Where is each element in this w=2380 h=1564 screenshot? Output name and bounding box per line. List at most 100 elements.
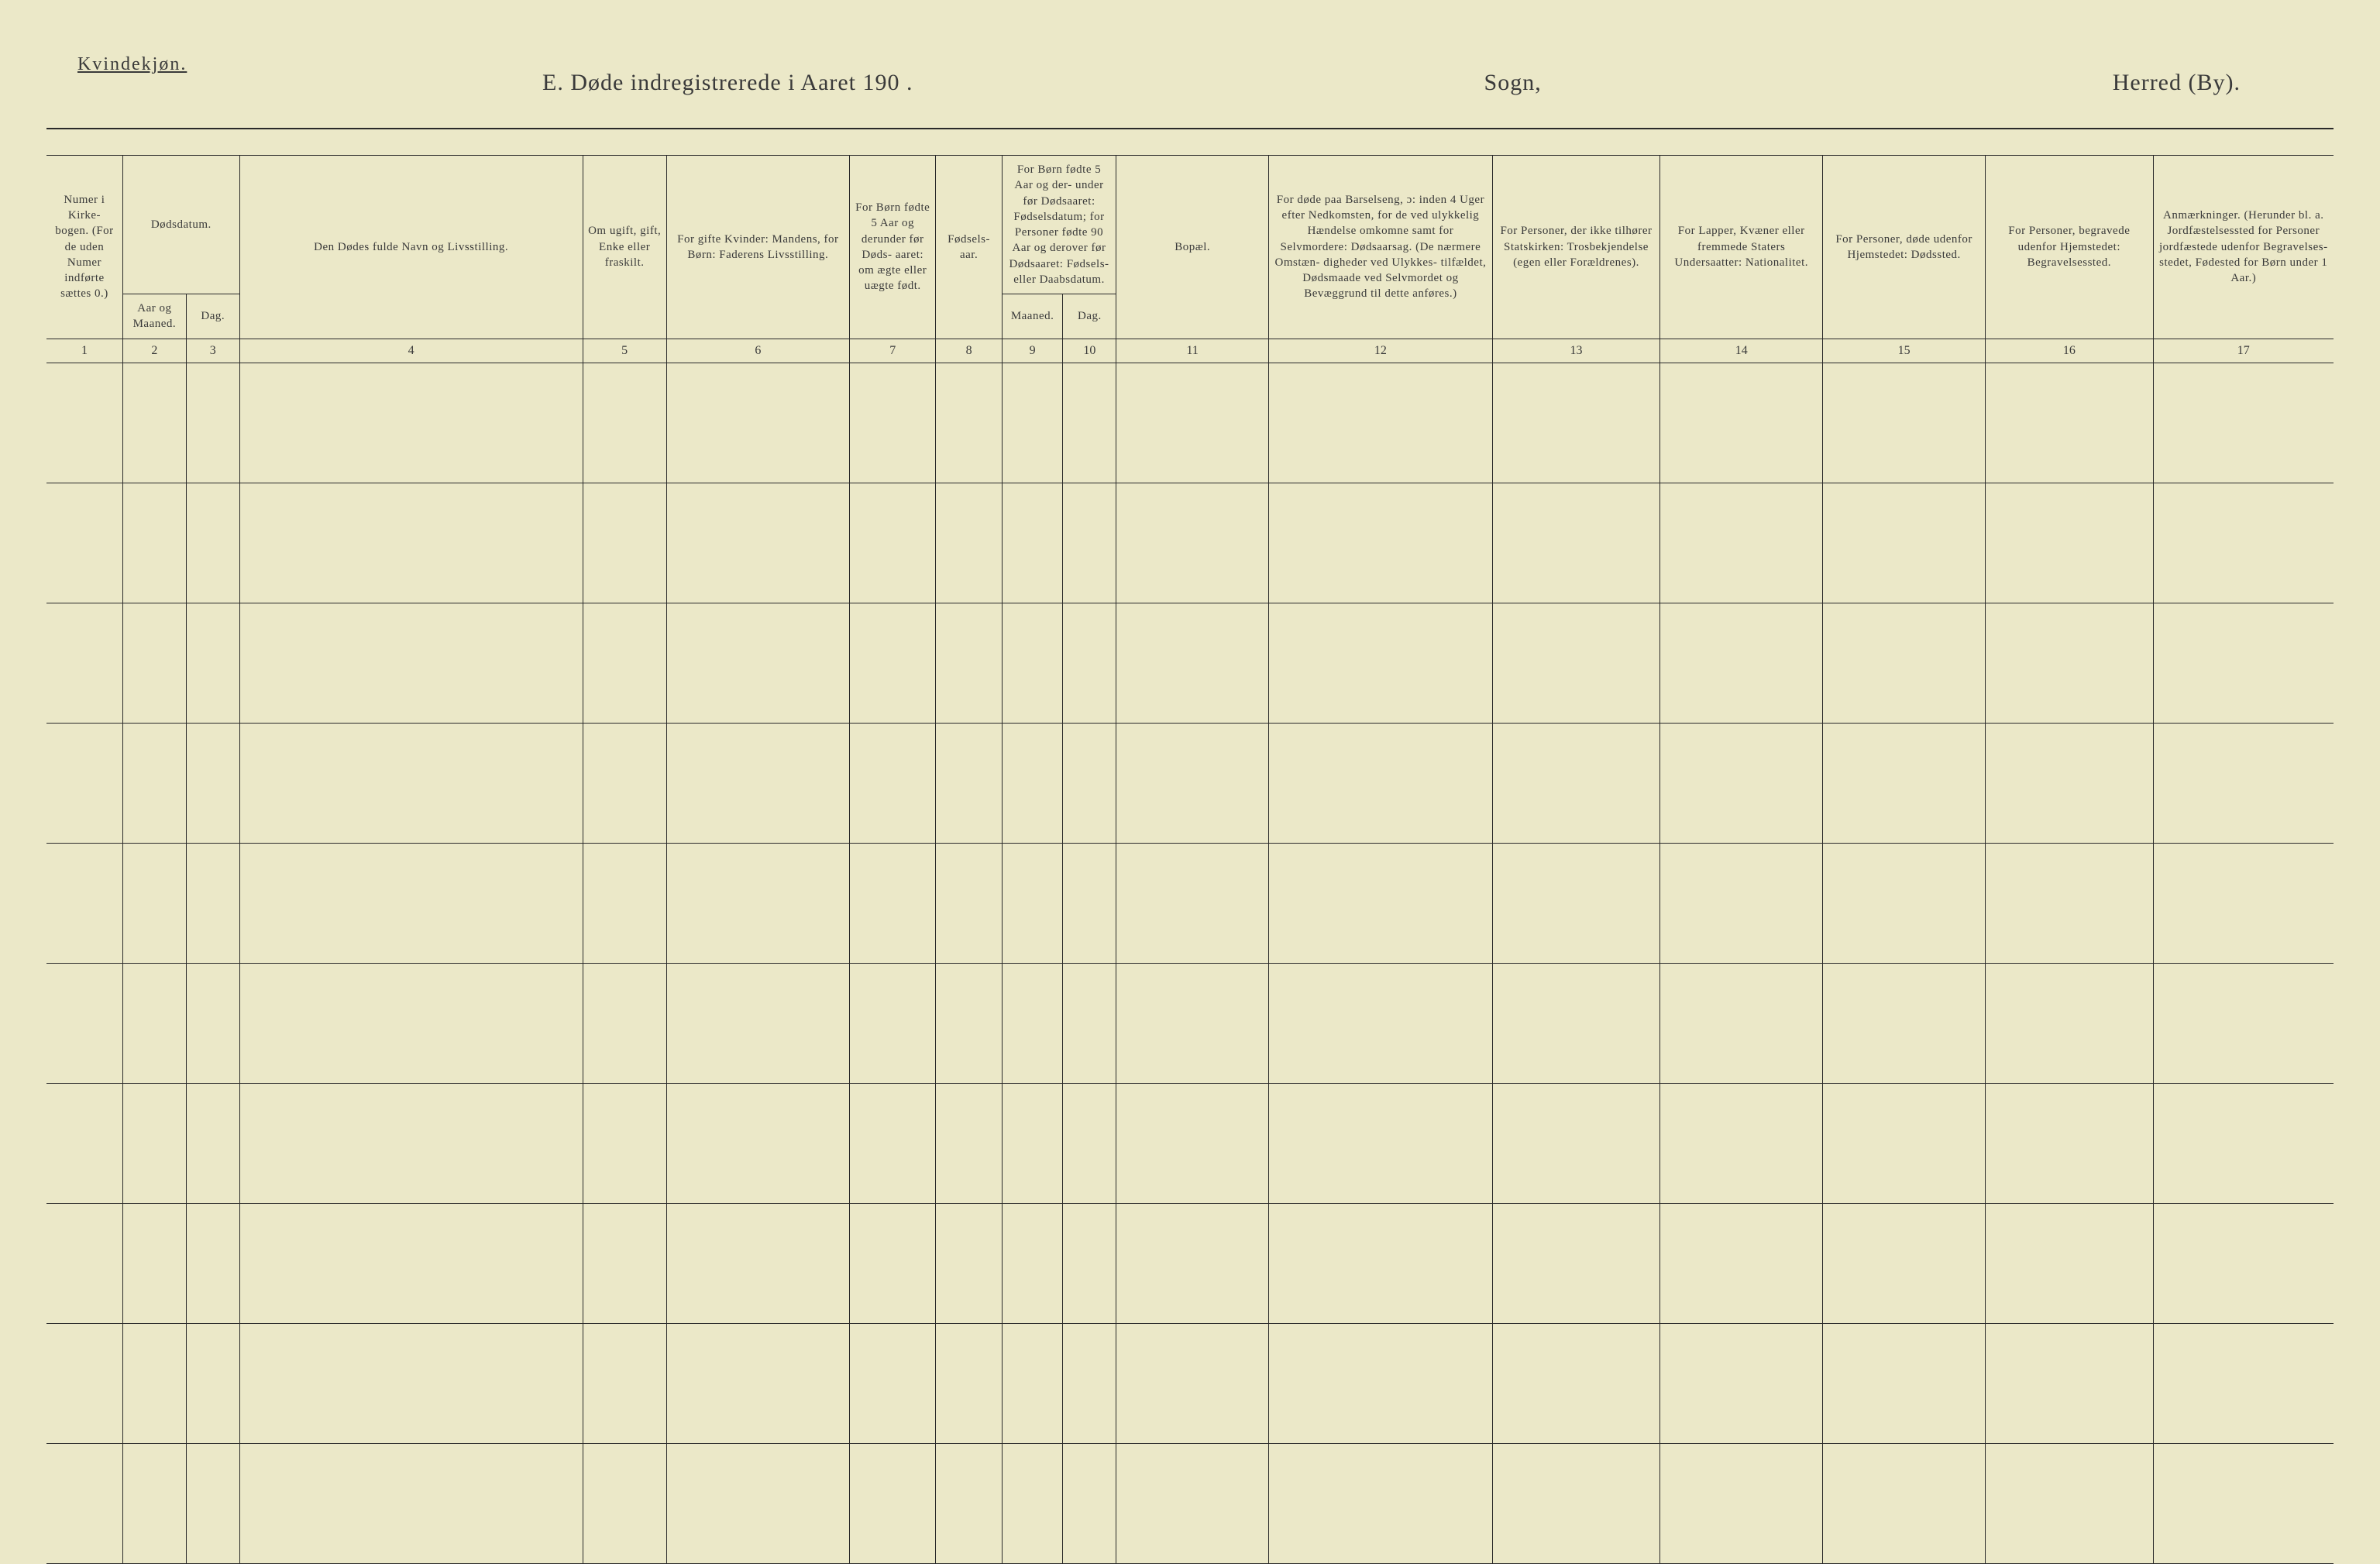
blank-cell xyxy=(1492,963,1659,1083)
colnum: 4 xyxy=(239,339,583,363)
blank-cell xyxy=(1492,603,1659,723)
blank-cell xyxy=(1823,603,1986,723)
blank-cell xyxy=(666,363,849,483)
blank-cell xyxy=(239,1083,583,1203)
blank-cell xyxy=(1492,363,1659,483)
blank-cell xyxy=(936,1203,1002,1323)
blank-cell xyxy=(936,1443,1002,1563)
blank-cell xyxy=(1063,603,1116,723)
blank-cell xyxy=(46,483,122,603)
col-3-subheader: Dag. xyxy=(186,294,239,339)
blank-cell xyxy=(1660,363,1823,483)
colnum: 15 xyxy=(1823,339,1986,363)
blank-cell xyxy=(1116,603,1269,723)
blank-cell xyxy=(46,1083,122,1203)
blank-cell xyxy=(186,1083,239,1203)
blank-cell xyxy=(1116,1443,1269,1563)
blank-cell xyxy=(1823,1203,1986,1323)
blank-cell xyxy=(122,1203,186,1323)
blank-cell xyxy=(1492,483,1659,603)
blank-cell xyxy=(936,963,1002,1083)
blank-cell xyxy=(122,1323,186,1443)
blank-cell xyxy=(239,723,583,843)
table-row xyxy=(46,843,2334,963)
blank-cell xyxy=(186,963,239,1083)
blank-cell xyxy=(239,603,583,723)
blank-cell xyxy=(583,1083,666,1203)
blank-cell xyxy=(122,1443,186,1563)
title-herred: Herred (By). xyxy=(2113,70,2241,96)
blank-cell xyxy=(1823,723,1986,843)
blank-cell xyxy=(46,603,122,723)
blank-cell xyxy=(1986,1443,2153,1563)
blank-cell xyxy=(1269,843,1493,963)
blank-cell xyxy=(1986,603,2153,723)
blank-cell xyxy=(1986,363,2153,483)
blank-rows xyxy=(46,363,2334,1563)
blank-cell xyxy=(666,603,849,723)
colnum: 13 xyxy=(1492,339,1659,363)
title-row: E. Døde indregistrerede i Aaret 190 . So… xyxy=(46,70,2334,96)
title-main: E. Døde indregistrerede i Aaret 190 . xyxy=(542,70,913,96)
blank-cell xyxy=(1116,963,1269,1083)
blank-cell xyxy=(239,363,583,483)
blank-cell xyxy=(666,843,849,963)
col-1-header: Numer i Kirke- bogen. (For de uden Numer… xyxy=(46,156,122,339)
blank-cell xyxy=(1660,1323,1823,1443)
blank-cell xyxy=(46,963,122,1083)
blank-cell xyxy=(1063,843,1116,963)
blank-cell xyxy=(1116,363,1269,483)
colnum: 10 xyxy=(1063,339,1116,363)
col-12-header: For døde paa Barselseng, ɔ: inden 4 Uger… xyxy=(1269,156,1493,339)
blank-cell xyxy=(666,1083,849,1203)
blank-cell xyxy=(1063,723,1116,843)
blank-cell xyxy=(2153,723,2334,843)
blank-cell xyxy=(122,723,186,843)
blank-cell xyxy=(1269,483,1493,603)
table-row xyxy=(46,1323,2334,1443)
table-row xyxy=(46,723,2334,843)
blank-cell xyxy=(849,1203,936,1323)
table-row xyxy=(46,483,2334,603)
blank-cell xyxy=(186,603,239,723)
blank-cell xyxy=(1660,483,1823,603)
colnum: 3 xyxy=(186,339,239,363)
blank-cell xyxy=(1986,1083,2153,1203)
blank-cell xyxy=(1823,843,1986,963)
blank-cell xyxy=(239,843,583,963)
blank-cell xyxy=(849,603,936,723)
blank-cell xyxy=(122,603,186,723)
blank-cell xyxy=(666,483,849,603)
col-17-header: Anmærkninger. (Herunder bl. a. Jordfæste… xyxy=(2153,156,2334,339)
colnum: 17 xyxy=(2153,339,2334,363)
blank-cell xyxy=(2153,843,2334,963)
blank-cell xyxy=(1063,1083,1116,1203)
blank-cell xyxy=(1823,1083,1986,1203)
blank-cell xyxy=(583,723,666,843)
col-9-subheader: Maaned. xyxy=(1002,294,1063,339)
blank-cell xyxy=(1823,483,1986,603)
blank-cell xyxy=(2153,483,2334,603)
blank-cell xyxy=(1269,1443,1493,1563)
blank-cell xyxy=(1002,1443,1063,1563)
blank-cell xyxy=(2153,1323,2334,1443)
blank-cell xyxy=(1269,603,1493,723)
blank-cell xyxy=(1986,843,2153,963)
table-row xyxy=(46,1443,2334,1563)
blank-cell xyxy=(2153,1083,2334,1203)
blank-cell xyxy=(1492,723,1659,843)
blank-cell xyxy=(1660,1083,1823,1203)
blank-cell xyxy=(1492,1443,1659,1563)
blank-cell xyxy=(849,963,936,1083)
col-2-3-group-header: Dødsdatum. xyxy=(122,156,239,294)
blank-cell xyxy=(936,483,1002,603)
blank-cell xyxy=(46,1323,122,1443)
blank-cell xyxy=(1002,1203,1063,1323)
blank-cell xyxy=(1660,963,1823,1083)
blank-cell xyxy=(46,843,122,963)
blank-cell xyxy=(1660,603,1823,723)
blank-cell xyxy=(2153,603,2334,723)
colnum: 9 xyxy=(1002,339,1063,363)
header-rule xyxy=(46,128,2334,129)
blank-cell xyxy=(2153,363,2334,483)
